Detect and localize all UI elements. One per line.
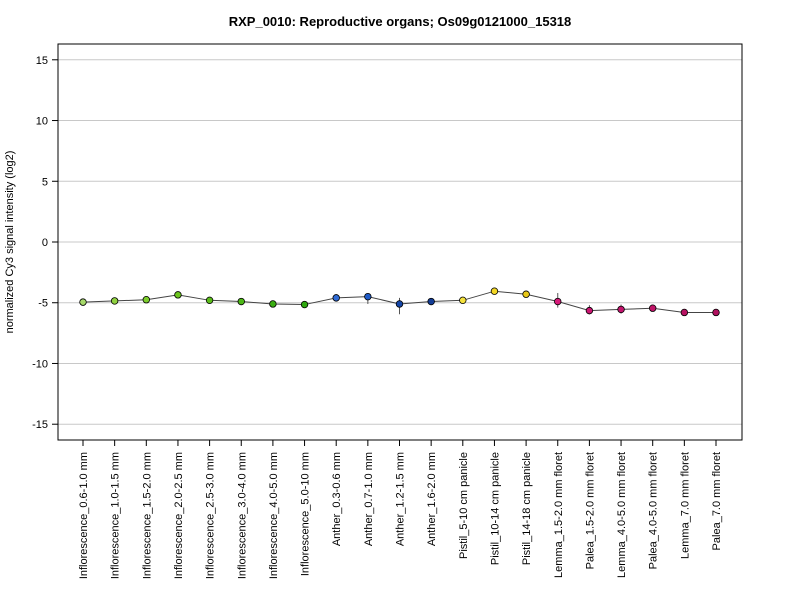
x-tick-label: Pistil_10-14 cm panicle <box>489 452 501 565</box>
x-tick-label: Palea_7.0 mm floret <box>711 452 723 550</box>
x-tick-label: Anther_0.7-1.0 mm <box>363 452 375 546</box>
data-point <box>680 308 689 317</box>
data-point <box>649 304 657 312</box>
y-tick-label: 0 <box>42 237 48 249</box>
x-tick-label: Lemma_7.0 mm floret <box>679 452 691 559</box>
data-point <box>79 298 87 306</box>
grid-lines <box>58 59 742 425</box>
data-point <box>142 295 150 304</box>
data-point <box>490 287 499 295</box>
x-axis: Inflorescence_0.6-1.0 mm Inflorescence_1.… <box>78 440 723 579</box>
x-tick-label: Anther_0.3-0.6 mm <box>331 452 343 546</box>
data-point <box>269 300 277 308</box>
data-point <box>395 300 404 308</box>
x-tick-label: Palea_1.5-2.0 mm floret <box>584 452 596 569</box>
data-point <box>364 292 372 301</box>
x-tick-label: Inflorescence_0.6-1.0 mm <box>78 452 90 579</box>
x-tick-label: Inflorescence_2.5-3.0 mm <box>205 452 217 579</box>
data-point <box>427 297 435 306</box>
x-tick-label: Lemma_1.5-2.0 mm floret <box>553 452 565 578</box>
x-tick-label: Pistil_14-18 cm panicle <box>521 452 533 565</box>
data-point <box>300 300 309 309</box>
x-tick-label: Anther_1.6-2.0 mm <box>426 452 438 546</box>
x-tick-label: Inflorescence_3.0-4.0 mm <box>236 452 248 579</box>
x-tick-label: Inflorescence_4.0-5.0 mm <box>268 452 280 579</box>
data-point <box>712 308 720 317</box>
y-tick-label: -15 <box>32 419 48 431</box>
y-axis: 15 10 5 0 -5 -10 -15 <box>32 55 58 431</box>
x-tick-label: Lemma_4.0-5.0 mm floret <box>616 452 628 578</box>
data-point <box>554 297 562 306</box>
x-tick-label: Inflorescence_1.0-1.5 mm <box>110 452 122 579</box>
data-point <box>332 294 340 302</box>
data-point <box>174 291 182 299</box>
y-tick-label: -5 <box>38 298 48 310</box>
data-points <box>79 287 720 317</box>
y-tick-label: 10 <box>36 116 48 128</box>
x-tick-label: Palea_4.0-5.0 mm floret <box>648 452 660 569</box>
y-tick-label: -10 <box>32 358 48 370</box>
x-tick-label: Anther_1.2-1.5 mm <box>395 452 407 546</box>
data-point <box>237 297 245 306</box>
data-point <box>617 305 625 314</box>
y-tick-label: 15 <box>36 55 48 67</box>
y-tick-label: 5 <box>42 176 48 188</box>
chart-title: RXP_0010: Reproductive organs; Os09g0121… <box>229 14 572 29</box>
x-tick-label: Inflorescence_2.0-2.5 mm <box>173 452 185 579</box>
x-tick-label: Inflorescence_5.0-10 mm <box>300 452 312 576</box>
data-point <box>522 290 530 298</box>
data-point <box>110 297 119 305</box>
data-point <box>459 296 467 305</box>
x-tick-label: Inflorescence_1.5-2.0 mm <box>141 452 153 579</box>
y-axis-label: normalized Cy3 signal intensity (log2) <box>4 151 16 334</box>
x-tick-label: Pistil_5-10 cm panicle <box>458 452 470 559</box>
data-point <box>585 306 594 315</box>
data-point <box>205 296 214 305</box>
